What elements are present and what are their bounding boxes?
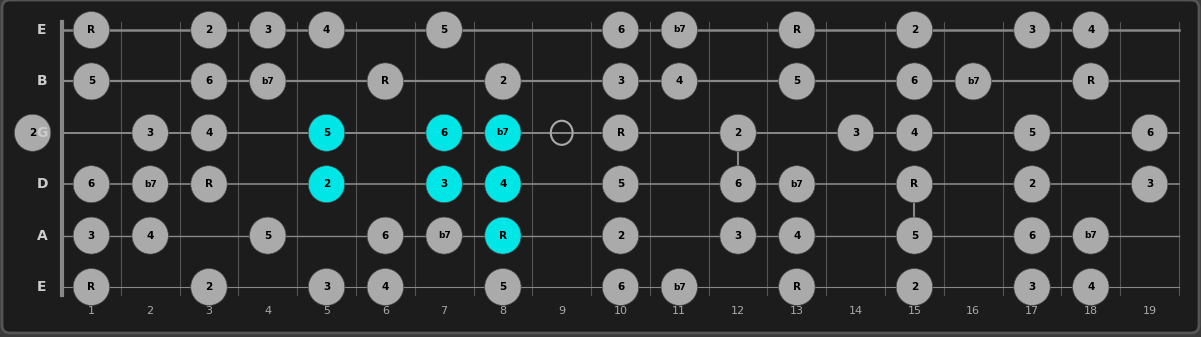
Text: 2: 2: [910, 25, 918, 35]
Text: 4: 4: [676, 76, 683, 86]
Ellipse shape: [778, 217, 815, 254]
Ellipse shape: [485, 63, 521, 100]
Ellipse shape: [896, 269, 933, 306]
Text: 15: 15: [908, 306, 921, 316]
Text: R: R: [382, 76, 389, 86]
Ellipse shape: [719, 166, 757, 203]
Text: 7: 7: [441, 306, 448, 316]
Text: 3: 3: [1028, 282, 1035, 292]
Text: b7: b7: [967, 77, 980, 86]
Ellipse shape: [1072, 269, 1109, 306]
Ellipse shape: [250, 63, 286, 100]
Text: 3: 3: [147, 128, 154, 138]
Text: 2: 2: [735, 128, 742, 138]
Ellipse shape: [426, 217, 462, 254]
Text: R: R: [793, 25, 801, 35]
Text: 3: 3: [264, 25, 271, 35]
Ellipse shape: [661, 63, 698, 100]
Ellipse shape: [14, 114, 50, 151]
Text: 10: 10: [614, 306, 627, 316]
Ellipse shape: [602, 63, 639, 100]
Text: 14: 14: [849, 306, 862, 316]
Ellipse shape: [1014, 114, 1050, 151]
Text: 5: 5: [88, 76, 95, 86]
Text: 3: 3: [441, 179, 448, 189]
Text: 5: 5: [793, 76, 801, 86]
Text: 4: 4: [323, 25, 330, 35]
Ellipse shape: [368, 269, 404, 306]
Ellipse shape: [778, 63, 815, 100]
Text: 3: 3: [1146, 179, 1153, 189]
Ellipse shape: [309, 114, 345, 151]
Text: E: E: [37, 280, 47, 294]
Ellipse shape: [602, 114, 639, 151]
Ellipse shape: [309, 11, 345, 49]
Text: 11: 11: [673, 306, 686, 316]
Text: R: R: [793, 282, 801, 292]
Text: 2: 2: [147, 306, 154, 316]
Text: 6: 6: [1146, 128, 1153, 138]
Ellipse shape: [837, 114, 874, 151]
Text: R: R: [205, 179, 213, 189]
Ellipse shape: [73, 217, 109, 254]
Text: b7: b7: [1085, 231, 1098, 240]
Text: R: R: [910, 179, 919, 189]
Ellipse shape: [896, 166, 933, 203]
Text: 5: 5: [617, 179, 625, 189]
Ellipse shape: [1014, 11, 1050, 49]
Text: 5: 5: [323, 306, 330, 316]
Text: 6: 6: [617, 282, 625, 292]
Text: b7: b7: [262, 77, 274, 86]
Text: 4: 4: [1087, 25, 1094, 35]
Text: 6: 6: [382, 231, 389, 241]
Text: 19: 19: [1142, 306, 1157, 316]
Text: 17: 17: [1024, 306, 1039, 316]
Ellipse shape: [309, 166, 345, 203]
Text: 5: 5: [441, 25, 448, 35]
Ellipse shape: [73, 269, 109, 306]
Ellipse shape: [191, 114, 227, 151]
Ellipse shape: [73, 166, 109, 203]
Ellipse shape: [191, 11, 227, 49]
Ellipse shape: [191, 63, 227, 100]
Ellipse shape: [1072, 217, 1109, 254]
Text: A: A: [36, 228, 47, 243]
Ellipse shape: [1072, 11, 1109, 49]
Text: 4: 4: [147, 231, 154, 241]
Ellipse shape: [661, 11, 698, 49]
Ellipse shape: [250, 217, 286, 254]
Text: 2: 2: [1028, 179, 1035, 189]
Ellipse shape: [1014, 217, 1050, 254]
Text: 3: 3: [852, 128, 859, 138]
Text: 4: 4: [910, 128, 918, 138]
Text: b7: b7: [673, 26, 686, 34]
Text: 2: 2: [617, 231, 625, 241]
Ellipse shape: [1014, 166, 1050, 203]
Text: 3: 3: [735, 231, 742, 241]
Ellipse shape: [896, 63, 933, 100]
Ellipse shape: [896, 217, 933, 254]
Text: 13: 13: [790, 306, 803, 316]
Text: 3: 3: [323, 282, 330, 292]
Ellipse shape: [602, 269, 639, 306]
Ellipse shape: [132, 114, 168, 151]
Text: 9: 9: [558, 306, 566, 316]
Text: 2: 2: [205, 25, 213, 35]
Text: 4: 4: [382, 282, 389, 292]
Ellipse shape: [778, 11, 815, 49]
Text: 5: 5: [1028, 128, 1035, 138]
Text: R: R: [88, 25, 95, 35]
Ellipse shape: [485, 114, 521, 151]
Ellipse shape: [191, 269, 227, 306]
Text: b7: b7: [144, 180, 156, 189]
Ellipse shape: [661, 269, 698, 306]
Text: 6: 6: [382, 306, 389, 316]
Ellipse shape: [250, 11, 286, 49]
Ellipse shape: [191, 166, 227, 203]
Text: 2: 2: [500, 76, 507, 86]
Text: b7: b7: [496, 128, 509, 137]
Text: R: R: [88, 282, 95, 292]
Text: 5: 5: [910, 231, 918, 241]
Text: 3: 3: [205, 306, 213, 316]
